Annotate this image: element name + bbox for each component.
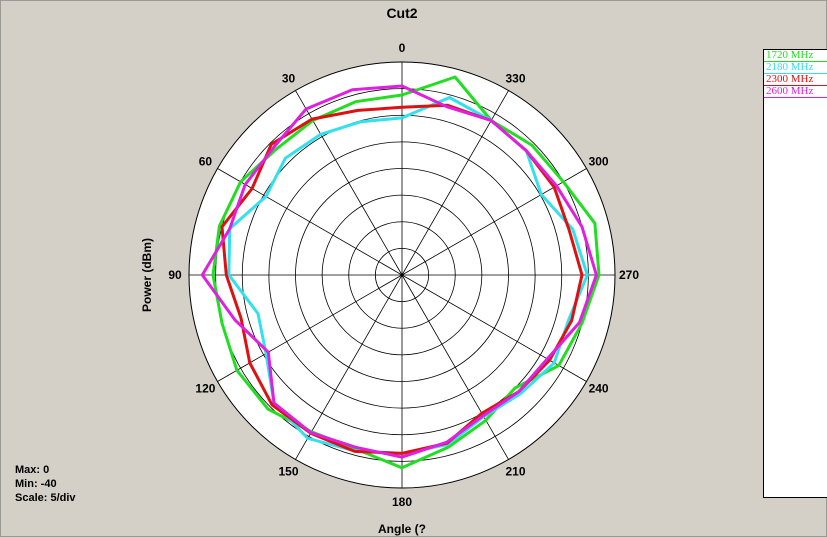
series-line-2600-mhz xyxy=(200,84,598,459)
angle-tick-label: 180 xyxy=(392,495,412,509)
angle-tick-label: 210 xyxy=(505,465,525,479)
angle-tick-label: 30 xyxy=(282,71,296,85)
legend-entry: 2600 MHz xyxy=(764,86,827,98)
angle-labels: 0 30 60 90 120 150 180 210 240 270 300 330 xyxy=(168,41,639,509)
angle-tick-label: 240 xyxy=(589,382,609,396)
grid-spoke xyxy=(217,274,403,382)
series-line-2300-mhz xyxy=(220,103,584,455)
scale-value: Scale: 5/div xyxy=(15,492,76,504)
series-line-1720-mhz xyxy=(211,75,601,470)
scale-info: Max: 0 Min: -40 Scale: 5/div xyxy=(15,463,76,505)
angle-tick-label: 0 xyxy=(399,41,406,55)
min-value: Min: -40 xyxy=(15,478,57,490)
angle-tick-label: 270 xyxy=(619,268,639,282)
angle-tick-label: 330 xyxy=(505,71,525,85)
series-layer xyxy=(200,75,601,470)
x-axis-label: Angle (? xyxy=(378,522,426,536)
grid-spoke xyxy=(401,274,587,382)
angle-tick-label: 90 xyxy=(168,268,182,282)
legend-entry: 1720 MHz xyxy=(764,50,827,62)
y-axis-label: Power (dBm) xyxy=(140,238,154,312)
grid-spoke xyxy=(401,274,509,460)
angle-tick-label: 150 xyxy=(278,465,298,479)
max-value: Max: 0 xyxy=(15,464,50,476)
angle-tick-label: 120 xyxy=(195,382,215,396)
polar-grid xyxy=(188,61,616,489)
angle-tick-label: 60 xyxy=(199,155,213,169)
legend-entry: 2300 MHz xyxy=(764,74,827,86)
chart-title: Cut2 xyxy=(386,5,417,21)
grid-spoke xyxy=(217,168,403,276)
angle-tick-label: 300 xyxy=(589,155,609,169)
legend: 1720 MHz 2180 MHz 2300 MHz 2600 MHz xyxy=(763,49,827,498)
legend-entry: 2180 MHz xyxy=(764,62,827,74)
grid-spoke xyxy=(295,274,403,460)
